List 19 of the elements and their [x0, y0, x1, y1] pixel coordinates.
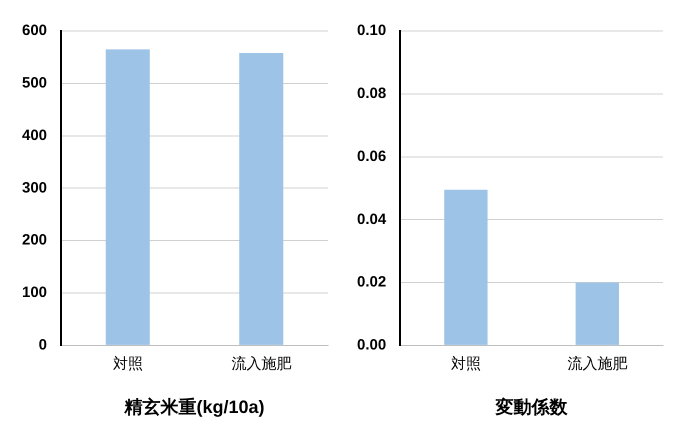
y-tick-label: 200 — [22, 232, 48, 249]
y-tick-label: 0 — [38, 336, 48, 354]
x-axis-title: 精玄米重(kg/10a) — [124, 397, 265, 418]
y-tick-label: 0.00 — [356, 336, 386, 354]
y-tick-label: 0.02 — [356, 274, 386, 291]
y-tick-label: 500 — [22, 74, 48, 92]
x-axis-title: 変動係数 — [494, 397, 569, 418]
y-tick-label: 0.06 — [356, 148, 386, 165]
x-tick-label: 流入施肥 — [231, 356, 292, 373]
x-tick-label: 対照 — [112, 356, 143, 373]
y-tick-label: 0.04 — [356, 210, 387, 228]
y-tick-label: 100 — [22, 284, 48, 302]
y-tick-label: 600 — [22, 22, 48, 40]
y-tick-label: 0.08 — [356, 85, 386, 102]
y-tick-label: 400 — [22, 126, 48, 144]
x-tick-label: 対照 — [450, 356, 481, 373]
y-tick-label: 300 — [22, 179, 48, 196]
y-tick-label: 0.10 — [356, 22, 386, 40]
x-tick-label: 流入施肥 — [567, 356, 628, 373]
